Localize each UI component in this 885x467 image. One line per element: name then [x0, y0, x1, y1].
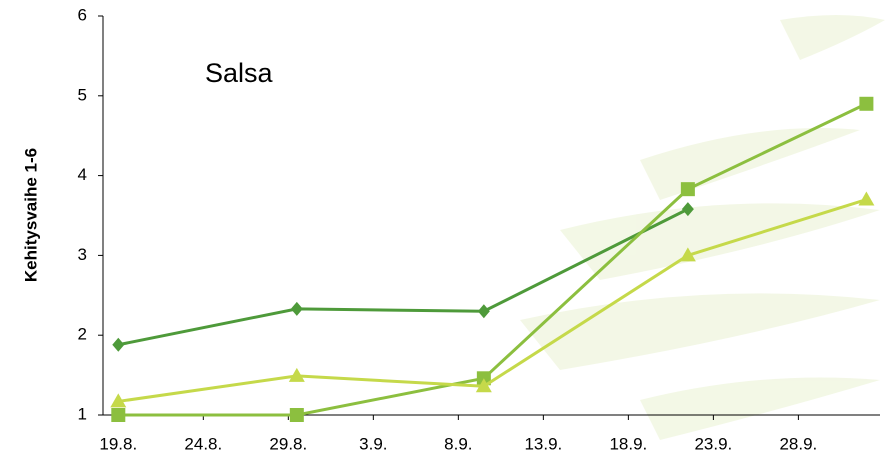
x-tick-label: 13.9. [524, 434, 562, 453]
annotation: Salsa [205, 58, 274, 88]
marker [111, 408, 126, 422]
x-tick-label: 28.9. [779, 434, 817, 453]
y-tick-label: 1 [78, 404, 87, 423]
x-tick-label: 19.8. [99, 434, 137, 453]
x-tick-label: 24.8. [184, 434, 222, 453]
x-tick-label: 18.9. [609, 434, 647, 453]
marker [290, 301, 303, 316]
marker [288, 367, 305, 382]
marker [680, 182, 695, 197]
marker [859, 96, 874, 111]
watermark [520, 15, 885, 440]
x-tick-label: 23.9. [694, 434, 732, 453]
y-tick-label: 4 [78, 165, 87, 184]
marker [858, 191, 875, 206]
x-tick-label: 8.9. [444, 434, 472, 453]
marker [112, 337, 125, 352]
y-tick-label: 5 [78, 85, 87, 104]
series-line [118, 207, 689, 347]
marker [681, 202, 694, 217]
marker [289, 408, 304, 422]
marker [110, 393, 127, 408]
marker [679, 247, 696, 262]
y-tick-label: 3 [78, 245, 87, 264]
x-tick-label: 3.9. [359, 434, 387, 453]
y-axis-label: Kehitysvaihe 1-6 [21, 148, 40, 282]
x-tick-label: 29.8. [269, 434, 307, 453]
y-tick-label: 2 [78, 325, 87, 344]
marker [477, 304, 490, 319]
marker [475, 378, 492, 393]
y-tick-label: 6 [78, 5, 87, 24]
